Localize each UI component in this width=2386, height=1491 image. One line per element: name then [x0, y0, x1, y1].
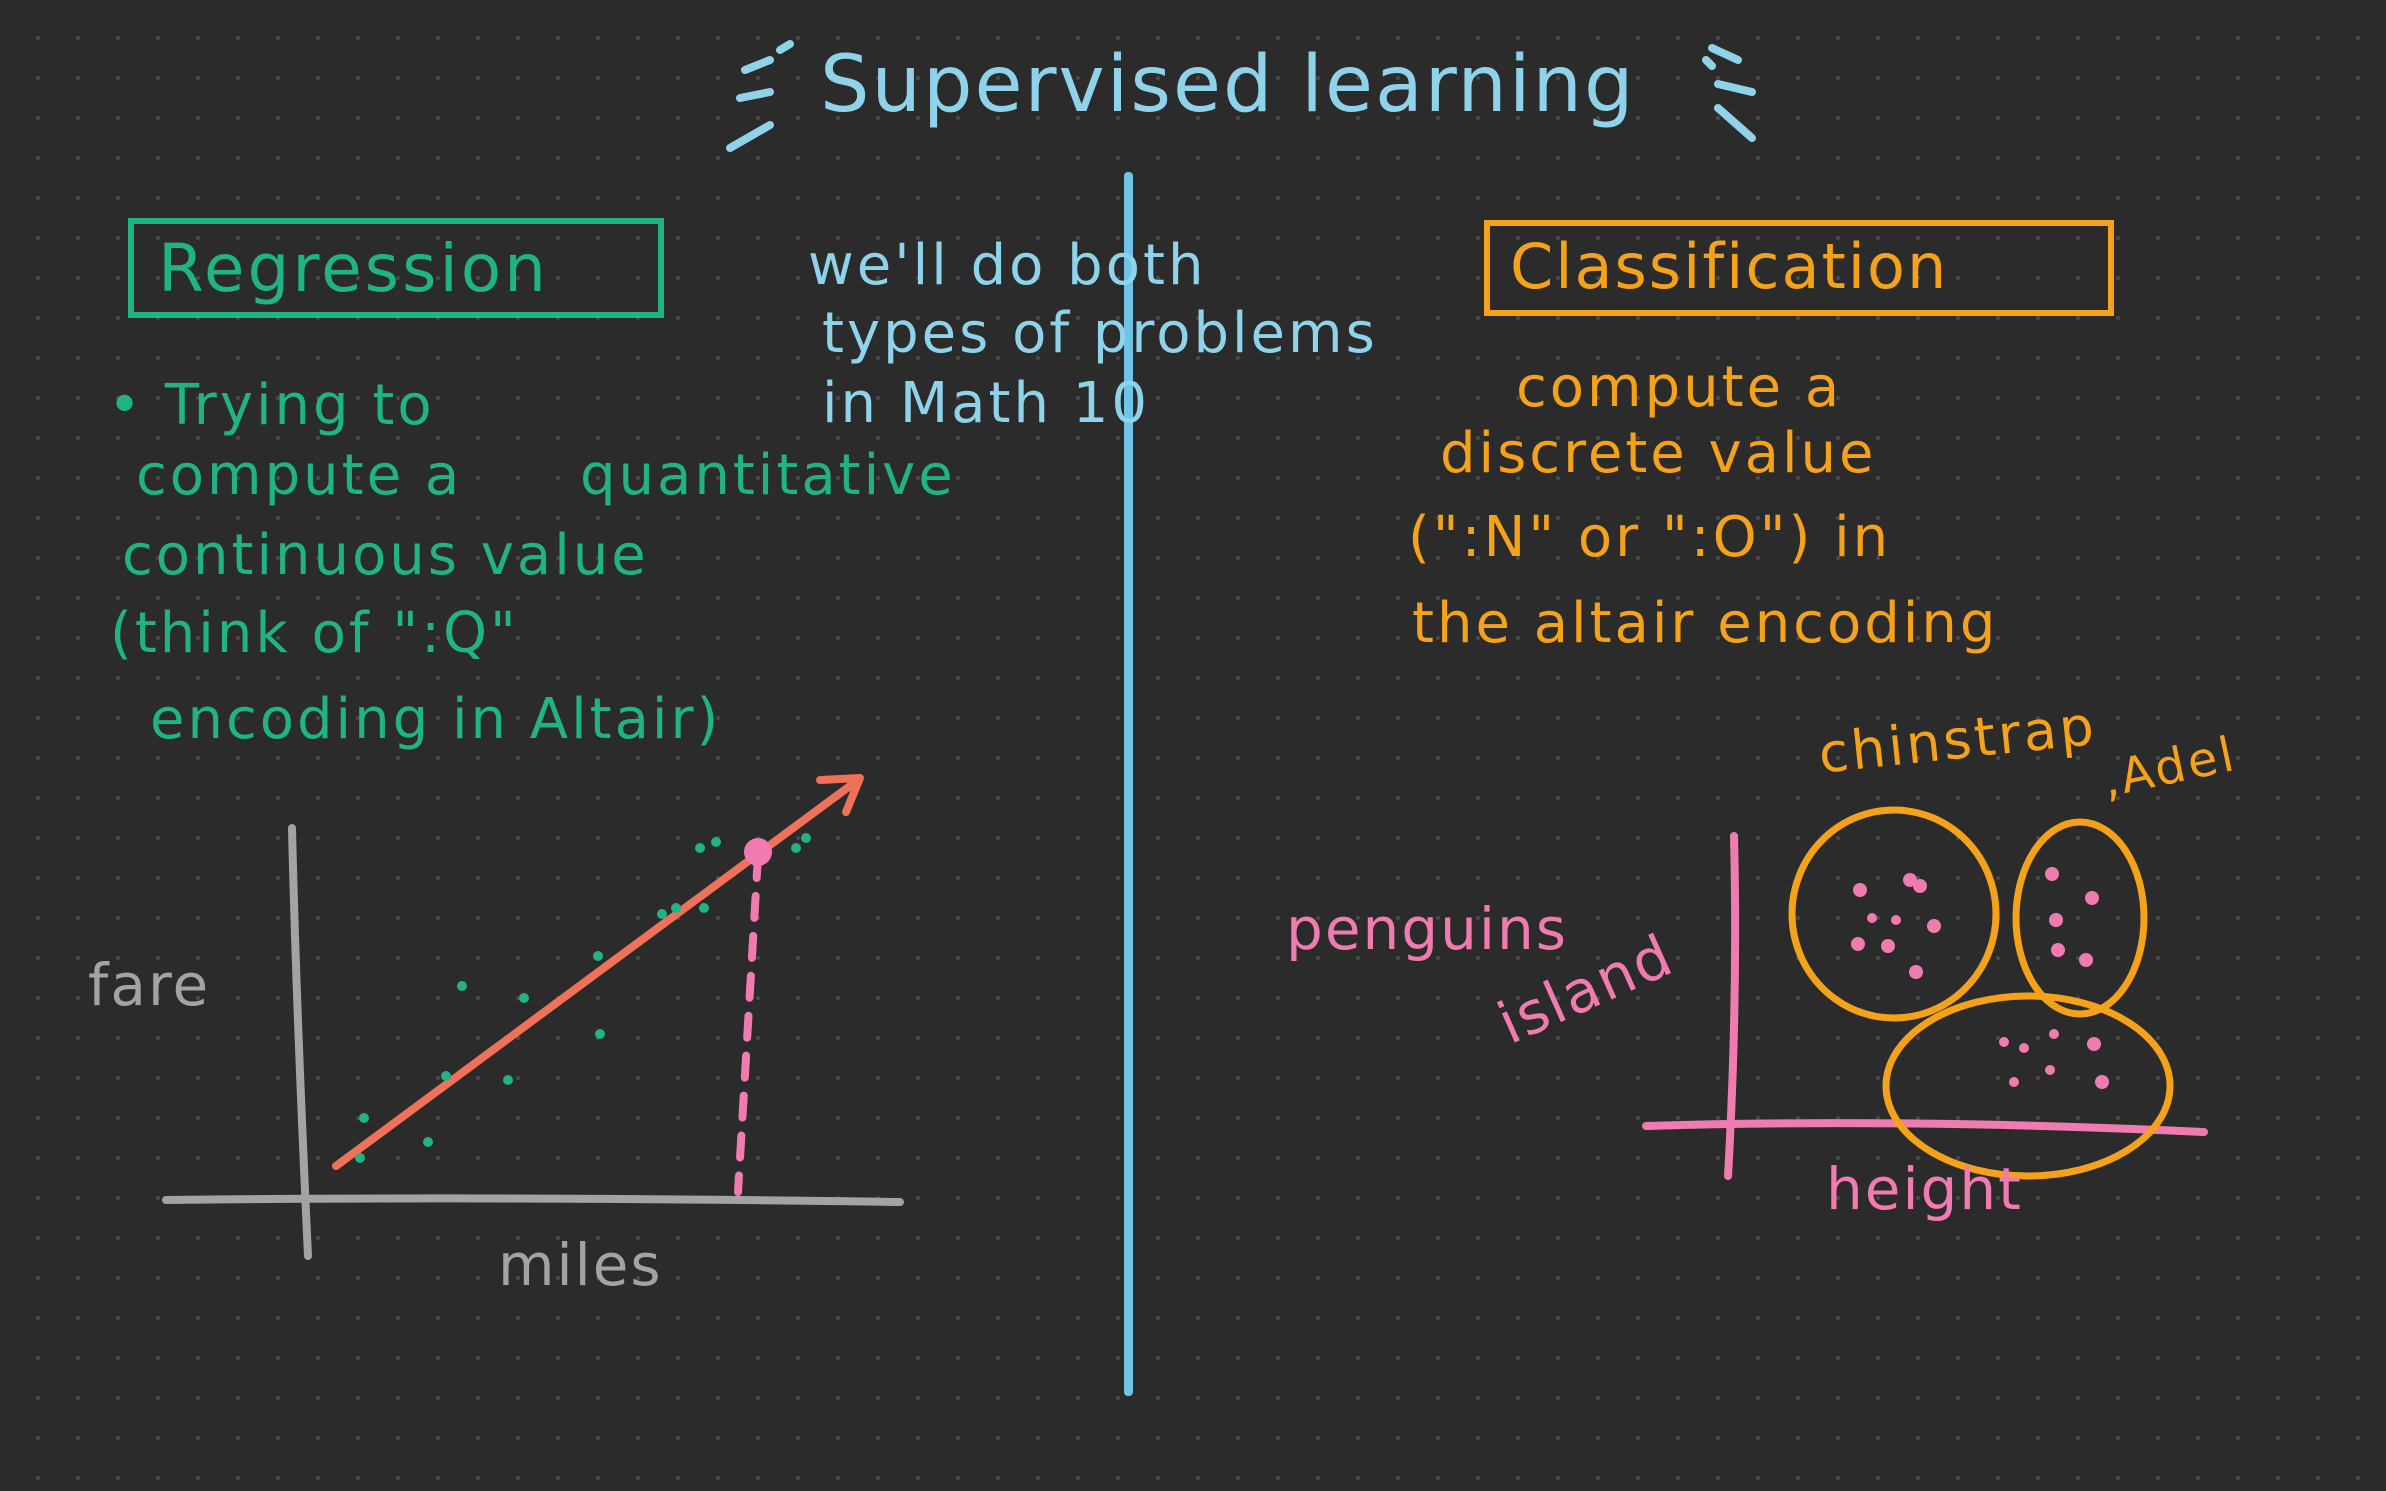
data-point — [519, 993, 529, 1003]
data-point — [801, 833, 811, 843]
cluster-point — [2045, 1065, 2055, 1075]
classification-heading: Classification — [1510, 230, 1949, 303]
cluster-point — [1913, 879, 1927, 893]
cluster-point — [1851, 937, 1865, 951]
data-point — [657, 909, 667, 919]
middle-note-line-1: we'll do both — [808, 233, 1207, 298]
cluster-point — [2085, 891, 2099, 905]
regression-x-axis — [162, 1194, 904, 1206]
data-point — [355, 1153, 365, 1163]
cluster-point — [1999, 1037, 2009, 1047]
cluster-point — [1909, 965, 1923, 979]
classification-line-3: (":N" or ":O") in — [1408, 505, 1892, 570]
classification-x-axis — [1642, 1119, 2208, 1136]
regression-y-axis — [288, 824, 312, 1260]
regression-heading: Regression — [158, 230, 550, 307]
data-point — [441, 1071, 451, 1081]
classification-y-axis — [1724, 832, 1740, 1180]
cluster-point — [1927, 919, 1941, 933]
height-axis-label: height — [1826, 1155, 2023, 1223]
center-divider — [1124, 172, 1133, 1396]
cluster-point — [1867, 913, 1877, 923]
data-point — [671, 903, 681, 913]
title-sparkle-right — [1702, 44, 1756, 142]
classification-line-4: the altair encoding — [1412, 591, 1999, 656]
cluster-chinstrap — [1788, 806, 2000, 1022]
classification-heading-box — [1484, 220, 2114, 316]
cluster-point — [2051, 943, 2065, 957]
regression-line-arrow — [332, 776, 862, 1170]
classification-line-2: discrete value — [1440, 421, 1877, 486]
cluster-point — [2079, 953, 2093, 967]
classification-plot — [1642, 806, 2208, 1180]
regression-plot — [162, 774, 904, 1260]
data-point — [699, 903, 709, 913]
regression-line-6: encoding in Altair) — [150, 687, 722, 752]
cluster-point — [2019, 1043, 2029, 1053]
cluster-points — [1851, 867, 2109, 1089]
cluster-point — [1891, 915, 1901, 925]
regression-line-4: continuous value — [122, 523, 649, 588]
page-title: Supervised learning — [820, 40, 1636, 130]
arrowhead-icon — [816, 774, 864, 816]
data-point — [791, 843, 801, 853]
data-point — [593, 951, 603, 961]
data-point — [503, 1075, 513, 1085]
cluster-point — [2087, 1037, 2101, 1051]
cluster-point — [2049, 913, 2063, 927]
regression-line-5: (think of ":Q" — [110, 601, 519, 666]
data-point — [711, 837, 721, 847]
miles-axis-label: miles — [498, 1231, 663, 1299]
prediction-dashed-line — [734, 852, 762, 1196]
cluster-point — [2095, 1075, 2109, 1089]
classification-line-1: compute a — [1516, 355, 1843, 420]
cluster-point — [2045, 867, 2059, 881]
regression-line-2: compute a — [136, 443, 463, 508]
cluster-point — [2049, 1029, 2059, 1039]
penguins-label: penguins — [1286, 895, 1568, 963]
cluster-adelie — [2012, 818, 2148, 1018]
regression-line-1: • Trying to — [108, 373, 435, 438]
data-point — [423, 1137, 433, 1147]
cluster-bottom — [1882, 992, 2174, 1180]
regression-line-3: quantitative — [580, 443, 956, 508]
title-sparkle-left — [726, 40, 794, 152]
cluster-point — [2009, 1077, 2019, 1087]
data-point — [695, 843, 705, 853]
cluster-point — [1853, 883, 1867, 897]
data-point — [457, 981, 467, 991]
regression-data-points — [355, 833, 811, 1163]
data-point — [359, 1113, 369, 1123]
predicted-point — [744, 838, 772, 866]
cluster-point — [1881, 939, 1895, 953]
middle-note-line-3: in Math 10 — [822, 371, 1150, 436]
fare-axis-label: fare — [88, 951, 211, 1019]
regression-heading-box — [128, 218, 664, 318]
middle-note-line-2: types of problems — [822, 301, 1378, 366]
data-point — [595, 1029, 605, 1039]
